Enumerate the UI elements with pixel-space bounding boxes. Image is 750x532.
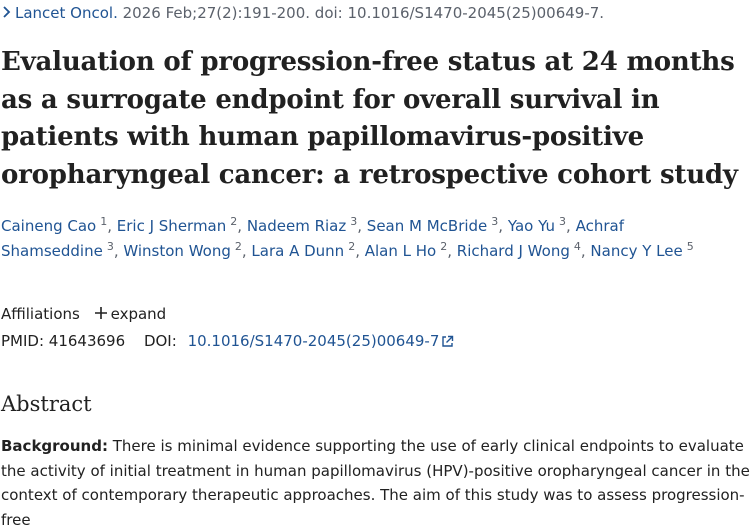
author-link[interactable]: Winston Wong [123,242,231,260]
author-link[interactable]: Lara A Dunn [251,242,345,260]
journal-link[interactable]: Lancet Oncol. [15,4,118,22]
abstract-heading: Abstract [1,392,92,416]
author-link[interactable]: Caineng Cao [1,217,97,235]
author-separator: , [355,242,365,260]
doi-label: DOI: [143,332,177,350]
background-label: Background: [1,437,108,455]
background-text: There is minimal evidence supporting the… [1,437,750,529]
author-link[interactable]: Sean M McBride [366,217,488,235]
abstract-background: Background: There is minimal evidence su… [1,434,750,532]
affiliations-label: Affiliations [1,305,80,323]
author-separator: , [498,217,508,235]
article-title: Evaluation of progression-free status at… [1,47,738,190]
author-list: Caineng Cao 1, Eric J Sherman 2, Nadeem Ri… [1,214,746,264]
author-affiliation-number[interactable]: 3 [491,215,499,228]
author-link[interactable]: Yao Yu [507,217,556,235]
author-affiliation-number[interactable]: 4 [573,240,581,253]
author-separator: , [113,242,124,260]
pmid-value: 41643696 [48,332,126,350]
external-link-icon[interactable] [441,334,454,352]
author-separator: , [241,242,252,260]
author-affiliation-number[interactable]: 2 [230,215,238,228]
plus-icon[interactable] [94,304,107,324]
author-separator: , [107,217,117,235]
citation-line: Lancet Oncol. 2026 Feb;27(2):191-200. do… [2,4,604,22]
author-affiliation-number[interactable]: 3 [350,215,358,228]
author-link[interactable]: Nancy Y Lee [590,242,683,260]
citation-details: 2026 Feb;27(2):191-200. doi: 10.1016/S14… [122,4,605,22]
author-affiliation-number[interactable]: 3 [559,215,567,228]
author-link[interactable]: Eric J Sherman [116,217,227,235]
author-separator: , [357,217,367,235]
author-affiliation-number[interactable]: 5 [686,240,694,253]
author-affiliation-number[interactable]: 2 [348,240,356,253]
chevron-right-icon[interactable] [2,4,11,22]
author-separator: , [580,242,591,260]
pmid-label: PMID: [1,332,45,350]
identifiers-row: PMID: 41643696 DOI: 10.1016/S1470-2045(2… [1,332,454,352]
author-link[interactable]: Nadeem Riaz [246,217,347,235]
author-link[interactable]: Alan L Ho [364,242,437,260]
author-link[interactable]: Richard J Wong [456,242,570,260]
author-affiliation-number[interactable]: 2 [234,240,242,253]
affiliations-row: Affiliations expand [1,304,166,324]
author-affiliation-number[interactable]: 3 [106,240,114,253]
author-separator: , [566,217,576,235]
author-separator: , [447,242,457,260]
author-link[interactable]: Achraf Shamseddine [1,217,624,260]
author-affiliation-number[interactable]: 2 [440,240,448,253]
expand-affiliations-button[interactable]: expand [110,305,167,323]
author-separator: , [237,217,247,235]
doi-value[interactable]: 10.1016/S1470-2045(25)00649-7 [187,332,440,350]
doi-link[interactable]: 10.1016/S1470-2045(25)00649-7 [188,332,455,350]
author-affiliation-number[interactable]: 1 [100,215,108,228]
